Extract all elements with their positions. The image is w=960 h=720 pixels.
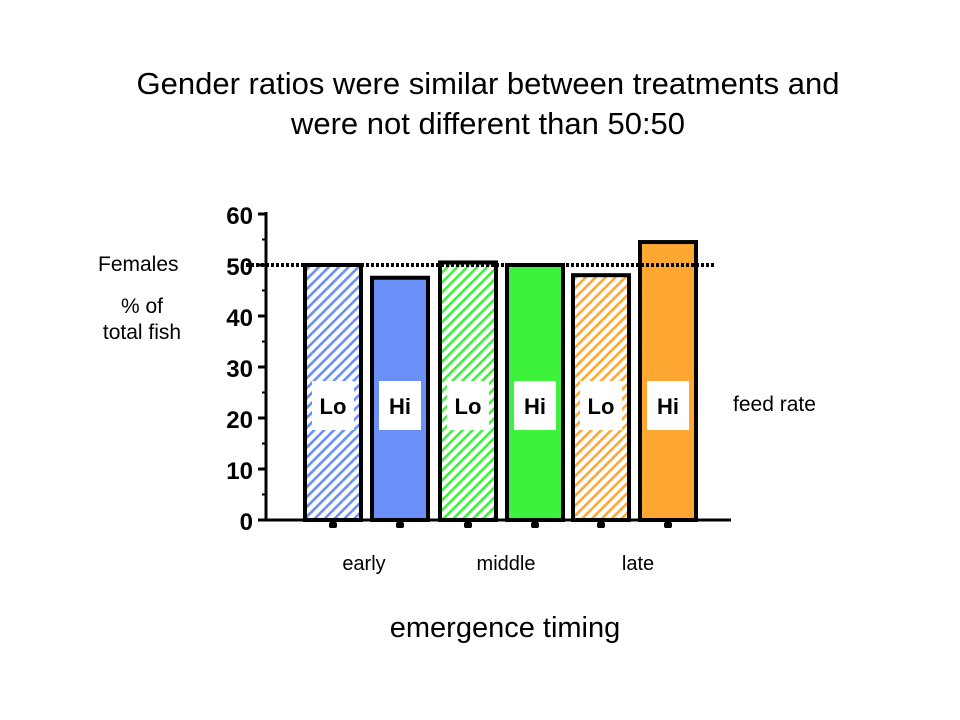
x-tick-early-hi	[396, 522, 404, 528]
y-axis-label-line-3: total fish	[102, 321, 182, 344]
x-group-label-late: late	[621, 553, 655, 575]
bar-label-box-late-lo	[580, 381, 622, 430]
x-tick-middle-hi	[531, 522, 539, 528]
feed-rate-label: feed rate	[733, 393, 816, 416]
y-tick-label-0: 0	[240, 509, 253, 536]
y-tick-label-40: 40	[226, 305, 253, 332]
bar-label-late-lo: Lo	[588, 394, 615, 419]
bar-label-box-late-hi	[647, 381, 689, 430]
y-tick-label-50: 50	[226, 254, 253, 281]
bar-label-box-middle-hi	[514, 381, 556, 430]
y-axis-label-females: Females	[98, 253, 179, 276]
bar-label-middle-hi: Hi	[524, 394, 546, 419]
y-axis-label-line-2: % of	[120, 295, 164, 318]
bar-label-box-early-lo	[312, 381, 354, 430]
x-tick-middle-lo	[464, 522, 472, 528]
x-group-label-middle: middle	[476, 553, 536, 575]
bar-label-middle-lo: Lo	[455, 394, 482, 419]
x-tick-late-hi	[664, 522, 672, 528]
bar-label-box-early-hi	[379, 381, 421, 430]
bar-label-early-hi: Hi	[389, 394, 411, 419]
x-tick-late-lo	[597, 522, 605, 528]
x-tick-early-lo	[329, 522, 337, 528]
y-axis-label-unit: % of total fish	[86, 294, 198, 346]
chart-title-line-2: were not different than 50:50	[290, 106, 686, 141]
y-tick-label-20: 20	[226, 407, 253, 434]
x-group-label-early: early	[342, 553, 386, 575]
y-tick-label-30: 30	[226, 356, 253, 383]
y-tick-label-10: 10	[226, 458, 253, 485]
chart-title-line-1: Gender ratios were similar between treat…	[136, 66, 840, 101]
bar-label-early-lo: Lo	[320, 394, 347, 419]
chart-title: Gender ratios were similar between treat…	[0, 64, 960, 144]
x-axis-title: emergence timing	[389, 612, 621, 644]
bar-label-box-middle-lo	[447, 381, 489, 430]
y-tick-label-60: 60	[226, 203, 253, 230]
bar-label-late-hi: Hi	[657, 394, 679, 419]
